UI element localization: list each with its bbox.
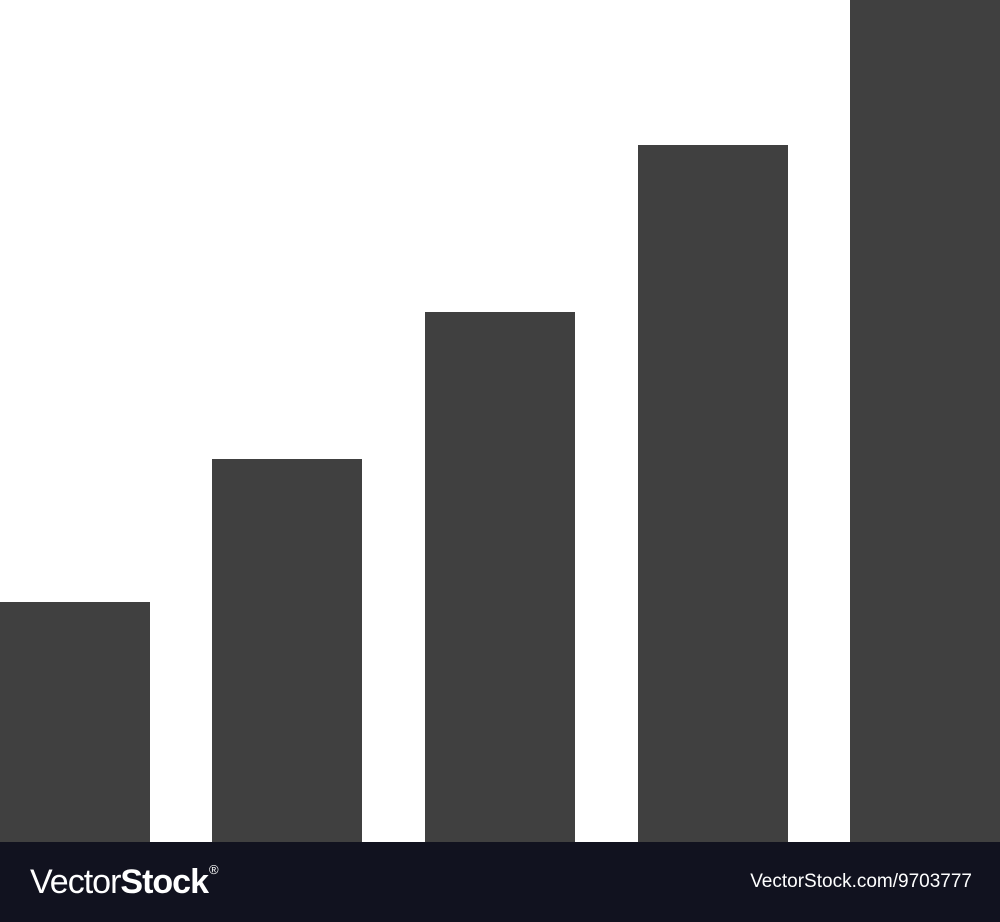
watermark-footer: Vector Stock ® VectorStock.com/9703777 (0, 842, 1000, 922)
bar-chart-growth-icon (0, 0, 1000, 842)
icon-bar-2 (212, 459, 362, 842)
registered-mark: ® (208, 862, 219, 877)
icon-bar-4 (638, 145, 788, 842)
image-id-label: VectorStock.com/9703777 (750, 871, 972, 892)
icon-bar-3 (425, 312, 575, 842)
logo-text-stock: Stock (120, 863, 209, 901)
icon-bar-1 (0, 602, 150, 842)
icon-bar-5 (850, 0, 1000, 842)
vectorstock-logo: Vector Stock ® (30, 862, 219, 901)
logo-text-vector: Vector (30, 863, 121, 901)
